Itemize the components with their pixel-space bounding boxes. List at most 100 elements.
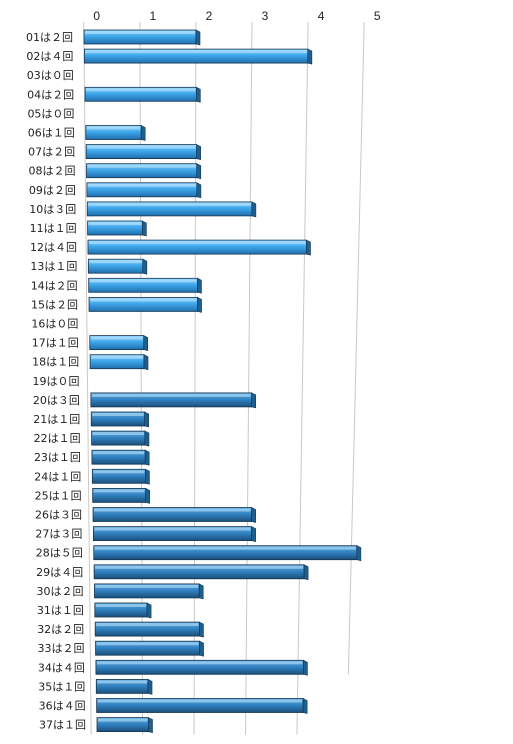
category-label: 08は２回 (29, 165, 76, 178)
bar-highlight (85, 50, 307, 54)
bar-highlight (95, 604, 147, 607)
bar-end-cap (197, 296, 202, 313)
category-label: 01は２回 (26, 31, 73, 44)
bar (83, 48, 313, 65)
bar (86, 163, 202, 180)
category-label: 17は１回 (32, 337, 79, 350)
category-label: 23は１回 (34, 451, 81, 464)
gridline-0 (83, 21, 92, 735)
category-label: 07は２回 (28, 146, 75, 159)
category-labels: 01は２回 02は４回 03は０回 04は２回 05は０回 06は１回 07は２回 08は２回… (26, 31, 86, 732)
bar-highlight (87, 145, 196, 149)
bar-end-cap (143, 335, 149, 351)
bar-end-cap (307, 48, 313, 65)
x-tick-label: 3 (262, 9, 269, 23)
category-label: 05は０回 (27, 107, 74, 120)
category-label: 06は１回 (28, 127, 75, 140)
bar-end-cap (147, 678, 153, 695)
category-label: 25は１回 (35, 489, 82, 502)
category-label: 35は１回 (38, 680, 85, 693)
bar-end-cap (196, 182, 202, 199)
bar-highlight (96, 642, 199, 646)
bar (95, 640, 204, 657)
bar-highlight (95, 565, 304, 569)
bar (93, 545, 362, 562)
category-label: 24は１回 (34, 470, 81, 483)
category-label: 29は４回 (36, 566, 83, 579)
bar (91, 449, 150, 466)
x-axis-ticks: 0 1 2 3 4 5 (93, 9, 380, 23)
bar-highlight (87, 164, 196, 168)
x-tick-label: 5 (374, 9, 381, 23)
bar-end-cap (142, 220, 147, 237)
category-label: 36は４回 (39, 700, 86, 713)
bar (92, 507, 256, 523)
bars (83, 29, 362, 733)
bar-end-cap (251, 526, 256, 542)
bar (96, 717, 153, 733)
x-tick-label: 1 (149, 9, 156, 23)
category-label: 34は４回 (38, 661, 85, 674)
bar-end-cap (140, 125, 146, 141)
bar-end-cap (142, 258, 148, 275)
gridline-3 (244, 21, 253, 735)
gridlines (83, 21, 365, 735)
bar-highlight (89, 260, 142, 264)
bar-end-cap (143, 354, 149, 371)
bar-highlight (93, 470, 145, 474)
bar-end-cap (145, 468, 150, 485)
bar (87, 239, 311, 256)
category-label: 26は３回 (35, 509, 82, 522)
bar-highlight (92, 432, 144, 436)
bar (85, 144, 201, 160)
bar (84, 86, 201, 103)
x-tick-label: 2 (206, 9, 213, 23)
bar (92, 526, 256, 542)
category-label: 11は１回 (30, 222, 77, 235)
category-label: 21は１回 (33, 413, 80, 426)
bar-highlight (88, 222, 142, 225)
bar-highlight (87, 183, 196, 187)
category-label: 31は１回 (37, 604, 84, 617)
bar-end-cap (251, 392, 257, 409)
bar-end-cap (144, 430, 150, 447)
category-label: 15は２回 (31, 298, 78, 311)
bar (91, 430, 150, 447)
bar-end-cap (306, 239, 311, 256)
bar-end-cap (144, 449, 150, 466)
bar-highlight (90, 336, 143, 340)
bar-end-cap (195, 29, 201, 46)
bar-end-cap (303, 659, 308, 676)
bar-highlight (91, 355, 144, 359)
bar-end-cap (198, 583, 204, 600)
bar (88, 296, 202, 313)
category-label: 22は１回 (34, 432, 81, 445)
bar-highlight (92, 413, 144, 416)
bar-highlight (88, 241, 306, 245)
bar (94, 602, 152, 619)
bar (89, 354, 149, 371)
category-label: 03は０回 (27, 69, 74, 82)
category-label: 37は１回 (39, 719, 86, 732)
bar-highlight (94, 527, 251, 531)
bar-end-cap (146, 602, 152, 619)
category-label: 09は２回 (29, 184, 76, 197)
category-label: 10は３回 (29, 203, 76, 216)
bar-end-cap (199, 621, 204, 638)
bar (94, 621, 204, 638)
bar-highlight (96, 623, 199, 627)
category-label: 02は４回 (26, 50, 73, 63)
bar (87, 220, 147, 237)
bar-highlight (98, 718, 148, 722)
bar-highlight (89, 279, 197, 283)
x-tick-label: 0 (93, 9, 100, 23)
bar-end-cap (196, 86, 201, 103)
bar-highlight (85, 31, 195, 34)
bar-highlight (94, 546, 356, 550)
bar-end-cap (303, 564, 309, 581)
category-label: 13は１回 (30, 260, 77, 273)
bar (83, 29, 201, 46)
category-label: 04は２回 (27, 88, 74, 101)
bar (89, 335, 149, 351)
